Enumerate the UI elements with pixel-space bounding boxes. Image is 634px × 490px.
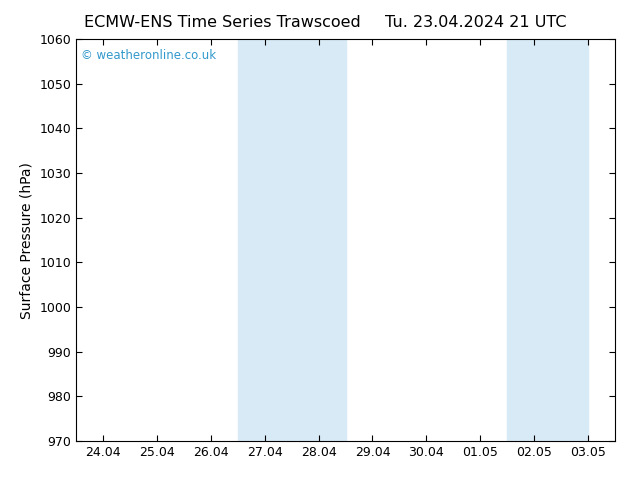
Bar [507, 39, 588, 441]
Text: Tu. 23.04.2024 21 UTC: Tu. 23.04.2024 21 UTC [385, 15, 566, 30]
Y-axis label: Surface Pressure (hPa): Surface Pressure (hPa) [20, 162, 34, 318]
Text: ECMW-ENS Time Series Trawscoed: ECMW-ENS Time Series Trawscoed [84, 15, 360, 30]
Bar [238, 39, 346, 441]
Text: © weatheronline.co.uk: © weatheronline.co.uk [81, 49, 217, 62]
